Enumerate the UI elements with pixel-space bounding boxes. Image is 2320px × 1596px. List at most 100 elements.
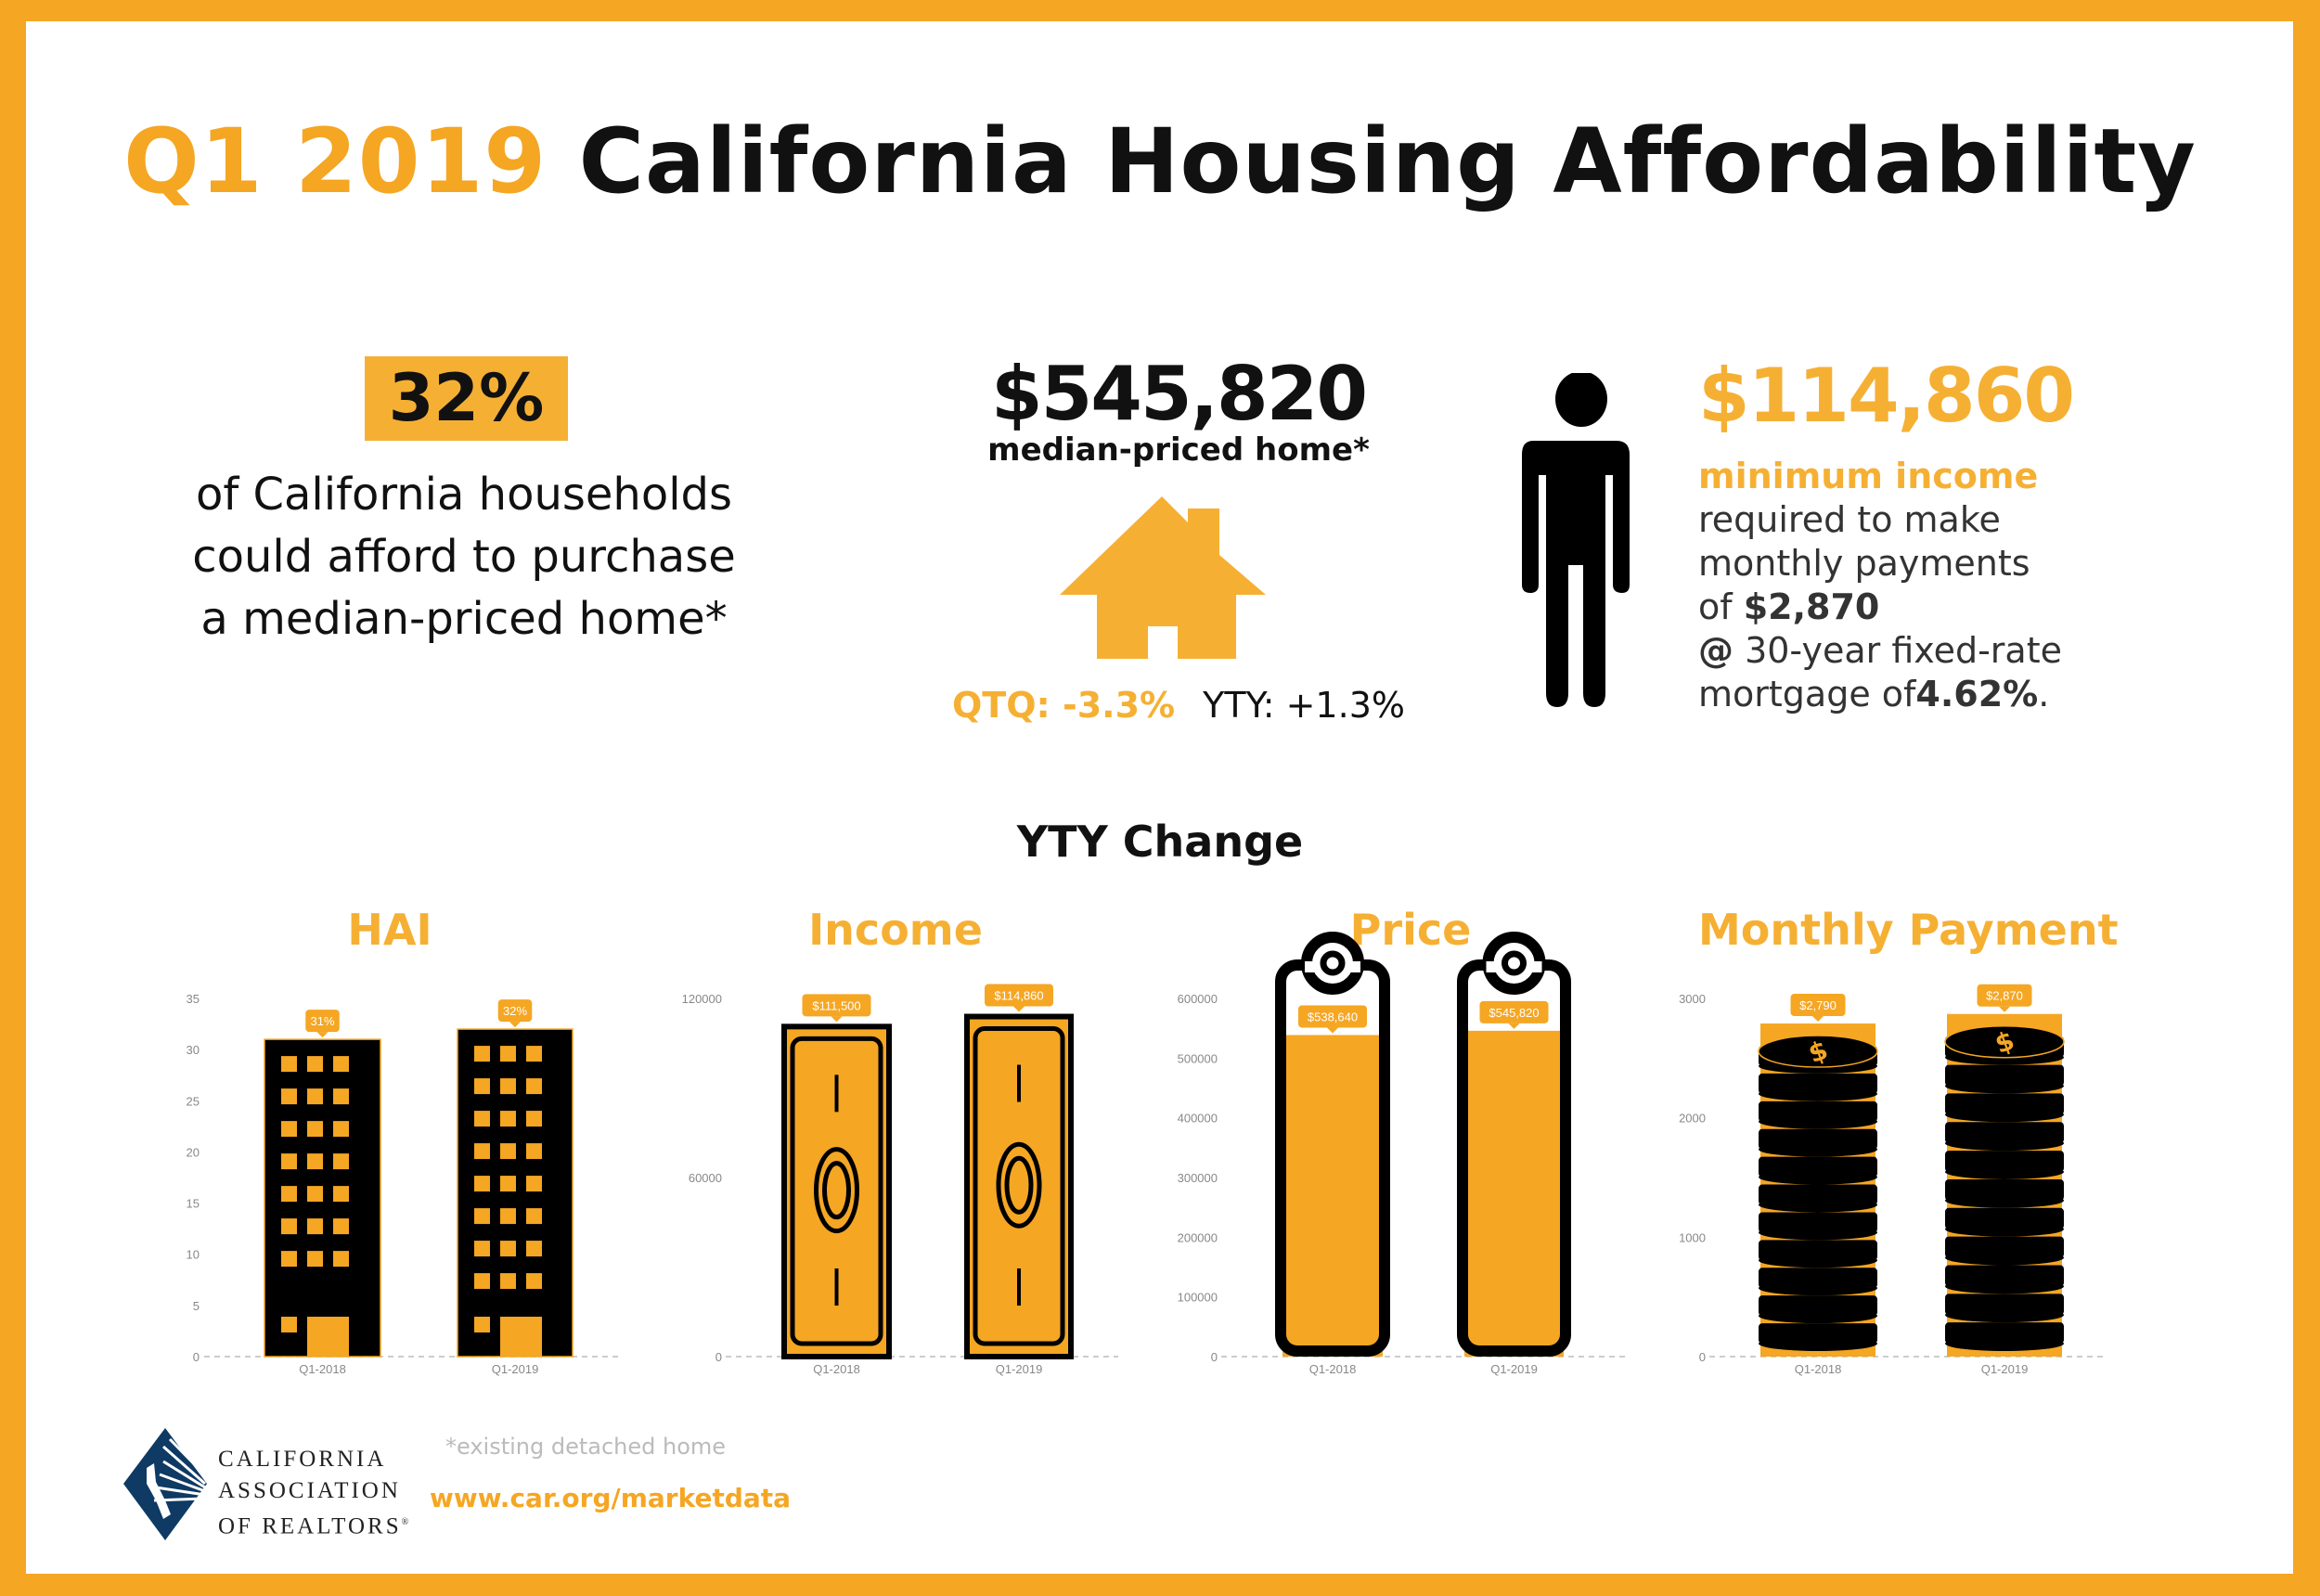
hai-description: of California households could afford to… — [192, 469, 736, 645]
building-window — [281, 1218, 297, 1235]
y-tick-label: 120000 — [682, 992, 722, 1006]
y-tick-label: 1000 — [1679, 1230, 1706, 1244]
x-category-label: Q1-2018 — [1795, 1362, 1842, 1376]
building-window — [307, 1218, 323, 1235]
min-income-line2: monthly payments — [1698, 543, 2030, 584]
bar: $538,640 — [1275, 932, 1390, 1357]
title-main: California Housing Affordability — [578, 109, 2197, 213]
x-category-label: Q1-2019 — [1981, 1362, 2029, 1376]
building-window — [526, 1111, 542, 1127]
building-window — [307, 1153, 323, 1170]
building-window — [333, 1218, 349, 1235]
building-window — [500, 1241, 516, 1257]
x-category-label: Q1-2018 — [1309, 1362, 1357, 1376]
building-window — [333, 1153, 349, 1170]
data-label-pointer — [1999, 1006, 2010, 1012]
chart-title-hai: HAI — [347, 905, 432, 955]
hai-badge: 32% — [365, 356, 568, 441]
bar: $545,820 — [1457, 932, 1571, 1357]
building-window — [281, 1317, 297, 1332]
banknote-seal — [996, 1141, 1042, 1229]
title-period: Q1 2019 — [123, 109, 548, 213]
building-window — [307, 1056, 323, 1073]
banknote-seal — [814, 1147, 859, 1234]
y-tick-label: 5 — [193, 1299, 200, 1313]
logo-line1: CALIFORNIA — [218, 1447, 387, 1472]
building-window — [307, 1088, 323, 1105]
building-window — [500, 1273, 516, 1290]
building-window — [526, 1208, 542, 1225]
banknote-frame — [973, 1026, 1065, 1346]
data-label-pointer — [316, 1032, 329, 1038]
data-label-bg — [1479, 1000, 1549, 1023]
building-window — [526, 1176, 542, 1192]
price-fill — [1282, 1035, 1383, 1357]
footnote: *existing detached home — [445, 1434, 727, 1460]
building-window — [333, 1056, 349, 1073]
building-window — [500, 1176, 516, 1192]
coin-edge — [1759, 1253, 1877, 1268]
price-changes: QTQ: -3.3% YTY: +1.3% — [928, 685, 1429, 726]
median-price-label: median-priced home* — [987, 431, 1370, 469]
building-window — [474, 1241, 490, 1257]
building-window — [281, 1056, 297, 1073]
bar: 32% — [457, 999, 574, 1358]
chart-title-price: Price — [1349, 905, 1472, 955]
bar: 31% — [264, 1010, 381, 1358]
building-window — [474, 1046, 490, 1062]
yty-change: YTY: +1.3% — [1203, 685, 1405, 726]
building-window — [333, 1251, 349, 1268]
monthly-payment-value: $2,870 — [1743, 586, 1880, 627]
at-symbol: @ — [1698, 630, 1734, 671]
bar: $$2,870 — [1944, 984, 2065, 1357]
y-tick-label: 2000 — [1679, 1112, 1706, 1126]
banknote-frame — [790, 1036, 883, 1346]
building-door — [307, 1317, 349, 1357]
building-window — [307, 1186, 323, 1203]
y-tick-label: 300000 — [1178, 1171, 1218, 1185]
building-window — [500, 1143, 516, 1160]
price-tag-eyelet — [1502, 950, 1527, 976]
coin-edge — [1945, 1078, 2064, 1094]
chart-banknote: 0 60000 120000 $111,500 Q1-2018 $114,860 Q1-20… — [682, 984, 1118, 1376]
market-data-link[interactable]: www.car.org/marketdata — [430, 1483, 792, 1513]
building-window — [474, 1176, 490, 1192]
y-tick-label: 35 — [187, 992, 200, 1006]
qtq-change: QTQ: -3.3% — [952, 685, 1176, 726]
coin-edge — [1759, 1336, 1877, 1351]
min-income-label: minimum income — [1698, 456, 2039, 496]
x-category-label: Q1-2019 — [492, 1362, 539, 1376]
coin-edge — [1945, 1250, 2064, 1266]
data-label: $111,500 — [812, 998, 860, 1012]
price-fill — [1464, 1030, 1564, 1357]
chart-coin-stack: 0 1000 2000 3000 $$2,790 Q1-2018 $$2,870 Q1-201… — [1679, 984, 2107, 1376]
y-tick-label: 15 — [187, 1197, 200, 1211]
data-label-bg — [497, 999, 533, 1023]
data-label: 32% — [503, 1004, 527, 1018]
building-window — [333, 1121, 349, 1138]
min-income-line1: required to make — [1698, 499, 2001, 540]
y-tick-label: 60000 — [689, 1171, 722, 1185]
data-label: $114,860 — [994, 989, 1043, 1003]
building-window — [500, 1078, 516, 1095]
mortgage-rate-value: 4.62% — [1915, 674, 2039, 714]
bar: $$2,790 — [1758, 994, 1878, 1357]
data-label-bg — [802, 994, 871, 1017]
coin-edge — [1759, 1169, 1877, 1185]
x-category-label: Q1-2018 — [813, 1362, 860, 1376]
car-logo-icon — [123, 1428, 209, 1540]
coin-edge — [1945, 1221, 2064, 1237]
data-label-bg — [1298, 1005, 1367, 1028]
coin-edge — [1759, 1225, 1877, 1241]
building-window — [526, 1046, 542, 1062]
building-window — [474, 1111, 490, 1127]
min-income-line4: 30-year fixed-rate — [1734, 630, 2062, 671]
coin-edge — [1945, 1136, 2064, 1152]
y-tick-label: 10 — [187, 1248, 200, 1262]
building-window — [474, 1273, 490, 1290]
building-door — [500, 1317, 542, 1357]
section-title: YTY Change — [1016, 817, 1304, 867]
building-body — [457, 1028, 574, 1358]
person-icon — [1522, 373, 1630, 707]
